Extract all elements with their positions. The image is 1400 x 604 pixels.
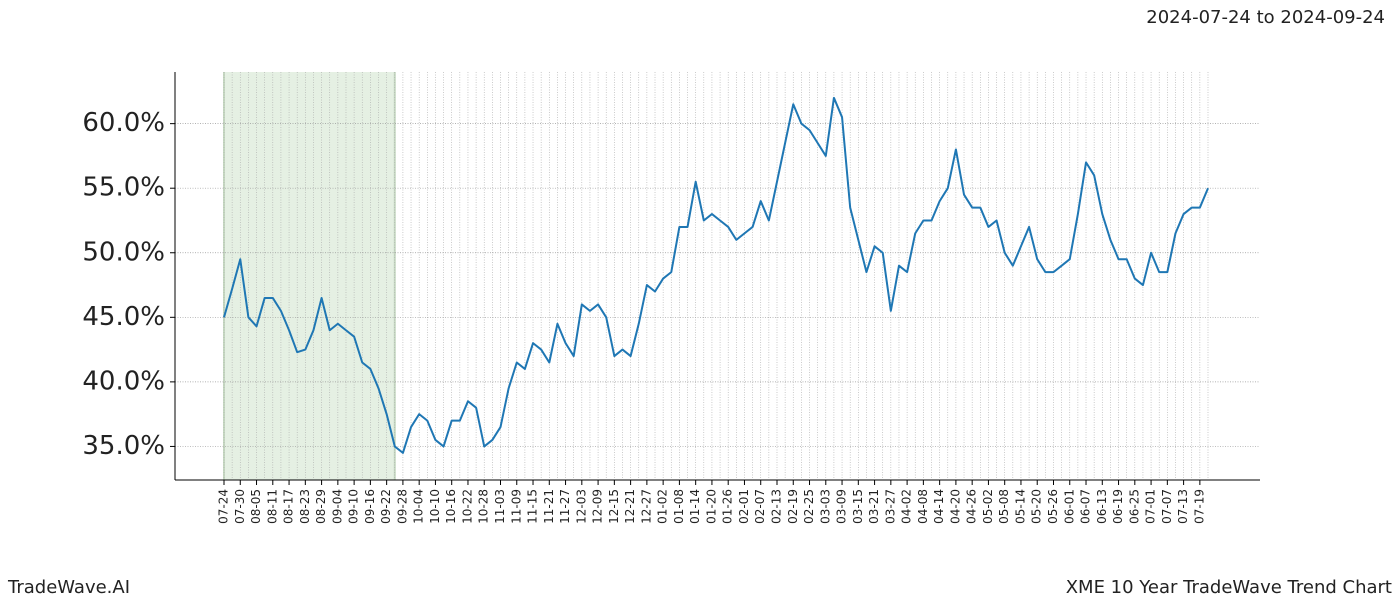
x-tick-label: 08-05 (249, 489, 263, 524)
x-tick-label: 12-03 (574, 489, 588, 524)
y-tick-label: 60.0% (82, 108, 165, 138)
x-tick-label: 10-28 (477, 489, 491, 524)
x-tick-label: 06-01 (1062, 489, 1076, 524)
x-tick-label: 02-07 (753, 489, 767, 524)
x-tick-label: 06-13 (1095, 489, 1109, 524)
x-tick-label: 01-26 (721, 489, 735, 524)
x-tick-label: 03-09 (835, 489, 849, 524)
x-tick-label: 01-14 (688, 489, 702, 524)
x-tick-label: 07-30 (233, 489, 247, 524)
x-tick-label: 09-16 (363, 489, 377, 524)
x-tick-label: 08-11 (265, 489, 279, 524)
x-tick-label: 05-14 (1013, 489, 1027, 524)
x-tick-label: 08-17 (282, 489, 296, 524)
x-tick-label: 08-23 (298, 489, 312, 524)
x-tick-label: 07-07 (1160, 489, 1174, 524)
x-tick-label: 12-21 (623, 489, 637, 524)
x-tick-label: 12-09 (591, 489, 605, 524)
x-tick-label: 11-27 (558, 489, 572, 524)
x-tick-label: 07-01 (1144, 489, 1158, 524)
x-tick-label: 12-27 (639, 489, 653, 524)
trend-line (223, 96, 1209, 454)
x-tick-label: 06-07 (1079, 489, 1093, 524)
x-tick-label: 05-26 (1046, 489, 1060, 524)
y-tick-label: 50.0% (82, 237, 165, 267)
x-tick-label: 09-22 (379, 489, 393, 524)
x-tick-label: 09-10 (347, 489, 361, 524)
x-tick-label: 07-24 (217, 489, 231, 524)
brand: TradeWave.AI (7, 577, 130, 598)
x-tick-label: 01-02 (656, 489, 670, 524)
x-tick-label: 04-02 (900, 489, 914, 524)
x-tick-label: 07-13 (1176, 489, 1190, 524)
y-tick-label: 40.0% (82, 366, 165, 396)
x-tick-label: 08-29 (314, 489, 328, 524)
x-tick-label: 01-08 (672, 489, 686, 524)
x-tick-label: 11-21 (542, 489, 556, 524)
x-tick-label: 04-26 (965, 489, 979, 524)
x-tick-label: 02-25 (802, 489, 816, 524)
x-tick-label: 06-25 (1127, 489, 1141, 524)
x-tick-label: 03-21 (867, 489, 881, 524)
x-tick-label: 03-27 (883, 489, 897, 524)
x-tick-label: 02-13 (769, 489, 783, 524)
x-tick-label: 05-08 (997, 489, 1011, 524)
x-tick-label: 07-19 (1192, 489, 1206, 524)
x-tick-label: 05-02 (981, 489, 995, 524)
x-tick-label: 01-20 (704, 489, 718, 524)
x-tick-label: 02-19 (786, 489, 800, 524)
y-tick-label: 35.0% (82, 431, 165, 461)
x-tick-label: 05-20 (1030, 489, 1044, 524)
x-tick-label: 03-03 (818, 489, 832, 524)
x-tick-label: 11-15 (526, 489, 540, 524)
x-tick-label: 10-16 (444, 489, 458, 524)
highlight-region (224, 72, 395, 480)
x-tick-label: 11-09 (509, 489, 523, 524)
subtitle: 2024-07-24 to 2024-09-24 (1146, 7, 1385, 28)
x-tick-label: 02-01 (737, 489, 751, 524)
x-tick-label: 10-10 (428, 489, 442, 524)
x-tick-label: 12-15 (607, 489, 621, 524)
y-tick-label: 45.0% (82, 302, 165, 332)
x-tick-label: 10-22 (460, 489, 474, 524)
x-tick-label: 09-04 (330, 489, 344, 524)
x-tick-label: 04-08 (916, 489, 930, 524)
chart-title: XME 10 Year TradeWave Trend Chart (1066, 577, 1392, 598)
x-tick-label: 11-03 (493, 489, 507, 524)
x-tick-label: 03-15 (851, 489, 865, 524)
x-tick-label: 04-14 (932, 489, 946, 524)
x-tick-label: 06-19 (1111, 489, 1125, 524)
x-tick-label: 04-20 (948, 489, 962, 524)
x-tick-label: 10-04 (412, 489, 426, 524)
y-tick-label: 55.0% (82, 173, 165, 203)
x-tick-label: 09-28 (395, 489, 409, 524)
